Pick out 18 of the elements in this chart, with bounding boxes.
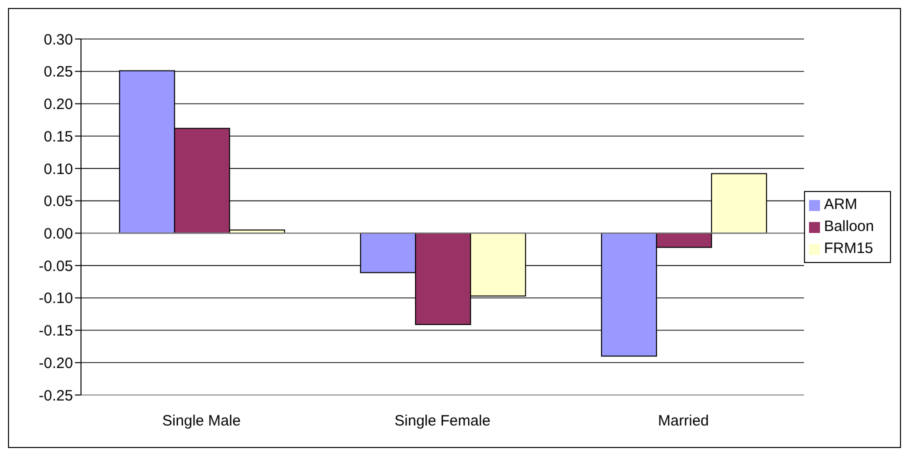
x-tick-label: Married xyxy=(658,412,709,430)
legend-label: ARM xyxy=(824,196,858,213)
y-tick-label: -0.10 xyxy=(38,290,73,308)
y-tick-label: -0.25 xyxy=(38,387,73,404)
y-tick-label: -0.05 xyxy=(38,258,73,275)
y-tick-label: 0.00 xyxy=(44,226,73,243)
y-tick-label: 0.05 xyxy=(44,193,73,210)
y-tick-label: 0.10 xyxy=(44,160,73,178)
legend-label: Balloon xyxy=(824,218,874,235)
x-tick-label: Single Female xyxy=(394,412,490,430)
legend-label: FRM15 xyxy=(824,240,874,257)
y-tick-label: -0.20 xyxy=(38,354,73,372)
y-tick-label: -0.15 xyxy=(38,322,73,340)
y-tick-label: 0.25 xyxy=(44,64,73,81)
x-tick-label: Single Male xyxy=(162,412,241,430)
y-tick-label: 0.30 xyxy=(44,31,73,48)
y-tick-label: 0.15 xyxy=(44,128,73,146)
y-tick-label: 0.20 xyxy=(44,96,73,114)
